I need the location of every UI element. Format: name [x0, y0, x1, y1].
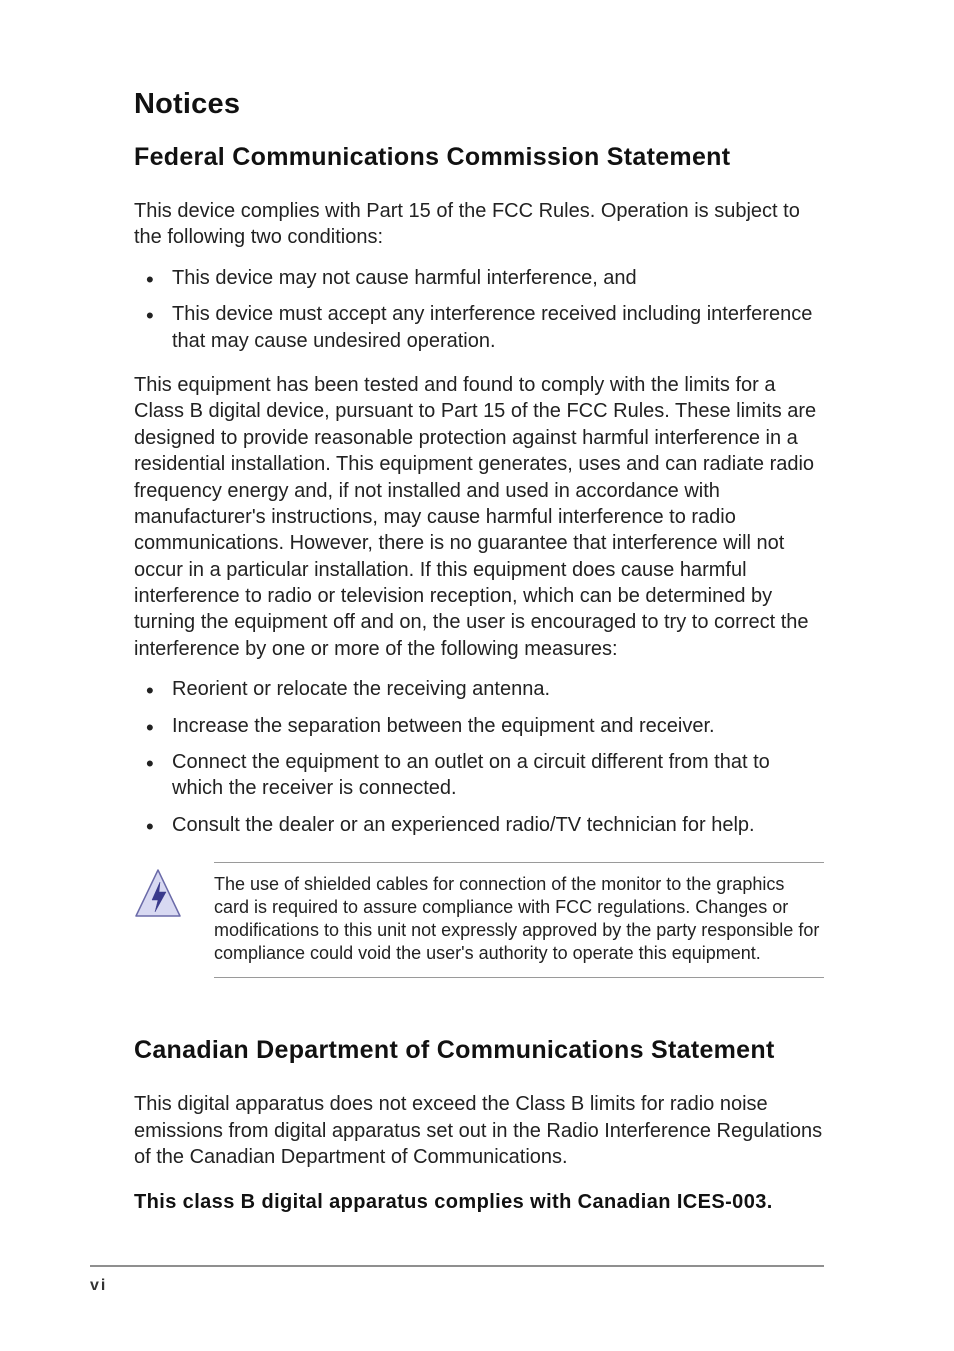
fcc-intro-paragraph: This device complies with Part 15 of the…	[134, 198, 824, 251]
note-text-container: The use of shielded cables for connectio…	[214, 862, 824, 978]
fcc-measures-list: Reorient or relocate the receiving anten…	[134, 676, 824, 838]
list-item: This device may not cause harmful interf…	[134, 265, 824, 291]
page-content: Notices Federal Communications Commissio…	[0, 0, 954, 1216]
page-title: Notices	[134, 88, 824, 121]
warning-note-block: The use of shielded cables for connectio…	[134, 862, 824, 978]
fcc-heading: Federal Communications Commission Statem…	[134, 143, 824, 172]
ices-statement: This class B digital apparatus complies …	[134, 1189, 824, 1216]
canadian-heading: Canadian Department of Communications St…	[134, 1036, 824, 1065]
note-text: The use of shielded cables for connectio…	[214, 873, 824, 965]
lightning-warning-icon	[134, 868, 182, 920]
canadian-paragraph: This digital apparatus does not exceed t…	[134, 1091, 824, 1170]
list-item: Increase the separation between the equi…	[134, 713, 824, 739]
list-item: Connect the equipment to an outlet on a …	[134, 749, 824, 802]
fcc-body-paragraph: This equipment has been tested and found…	[134, 372, 824, 662]
fcc-conditions-list: This device may not cause harmful interf…	[134, 265, 824, 354]
footer-rule	[90, 1265, 824, 1267]
page-number: vi	[90, 1277, 824, 1295]
list-item: This device must accept any interference…	[134, 301, 824, 354]
page-footer: vi	[0, 1265, 954, 1295]
list-item: Reorient or relocate the receiving anten…	[134, 676, 824, 702]
list-item: Consult the dealer or an experienced rad…	[134, 812, 824, 838]
